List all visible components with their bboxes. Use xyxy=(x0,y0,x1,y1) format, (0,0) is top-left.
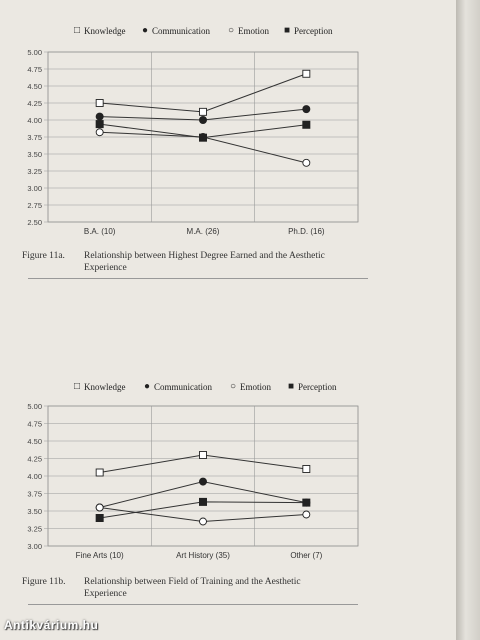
filled-circle-icon: ● xyxy=(144,381,151,392)
legend-label: Perception xyxy=(294,26,333,36)
x-tick-label: Art History (35) xyxy=(176,551,230,560)
x-tick-label: Ph.D. (16) xyxy=(288,227,325,236)
x-tick-label: Fine Arts (10) xyxy=(76,551,124,560)
y-tick-label: 3.75 xyxy=(27,490,42,499)
series-line-knowledge xyxy=(99,73,307,113)
y-tick-label: 3.25 xyxy=(27,167,42,176)
y-tick-label: 4.00 xyxy=(27,116,42,125)
legend-figure-11b: □ Knowledge ● Communication ○ Emotion ■ … xyxy=(74,382,374,394)
data-point-knowledge xyxy=(95,99,104,107)
y-tick-label: 5.00 xyxy=(27,48,42,57)
open-circle-icon: ○ xyxy=(230,381,237,392)
y-tick-label: 3.50 xyxy=(27,507,42,516)
watermark-text: Antikvárium.hu xyxy=(4,618,99,632)
y-tick-label: 4.00 xyxy=(27,472,42,481)
y-tick-label: 4.25 xyxy=(27,455,42,464)
data-point-communication xyxy=(302,105,311,114)
data-point-communication xyxy=(95,112,104,121)
legend-label: Perception xyxy=(298,382,337,392)
filled-circle-icon: ● xyxy=(142,25,149,36)
data-point-emotion xyxy=(95,128,104,137)
legend-item-emotion: ○ Emotion xyxy=(230,381,272,393)
legend-item-communication: ● Communication xyxy=(142,25,211,37)
data-point-perception xyxy=(95,120,104,129)
x-tick-label: M.A. (26) xyxy=(187,227,220,236)
book-page: □ Knowledge ● Communication ○ Emotion ■ … xyxy=(0,0,456,640)
legend-label: Emotion xyxy=(238,26,270,36)
data-point-perception xyxy=(199,497,207,506)
y-tick-label: 4.50 xyxy=(27,437,42,446)
data-point-perception xyxy=(302,498,311,507)
data-point-perception xyxy=(302,120,311,129)
line-chart-degree: 2.50 2.75 3.00 3.25 3.50 3.75 4.00 4.25 4.50 4.75… xyxy=(27,48,359,236)
data-point-knowledge xyxy=(199,107,207,116)
legend-label: Communication xyxy=(152,26,211,36)
legend-item-perception: ■ Perception xyxy=(284,25,333,37)
data-point-emotion xyxy=(302,158,311,167)
legend-item-knowledge: □ Knowledge xyxy=(74,25,126,37)
y-tick-label: 4.75 xyxy=(27,420,42,429)
caption-rule xyxy=(28,604,358,605)
legend-label: Knowledge xyxy=(84,26,126,36)
caption-text-continued: Experience xyxy=(84,263,127,273)
line-chart-field: 3.00 3.25 3.50 3.75 4.00 4.25 4.50 4.75 5.00 Fine… xyxy=(27,402,359,560)
caption-rule xyxy=(28,278,368,279)
filled-square-icon: ■ xyxy=(288,381,295,392)
legend-label: Emotion xyxy=(240,382,272,392)
caption-text: Relationship between Highest Degree Earn… xyxy=(84,251,325,261)
caption-text-continued: Experience xyxy=(84,589,127,599)
data-point-emotion xyxy=(302,510,311,519)
legend-label: Knowledge xyxy=(84,382,126,392)
x-tick-label: B.A. (10) xyxy=(84,227,116,236)
caption-label: Figure 11a. xyxy=(22,251,65,261)
open-square-icon: □ xyxy=(74,25,81,36)
data-point-knowledge xyxy=(302,465,311,473)
data-point-emotion xyxy=(95,503,104,512)
data-point-perception xyxy=(95,514,104,522)
page-edge xyxy=(456,0,480,640)
filled-square-icon: ■ xyxy=(284,25,291,36)
caption-figure-11b: Figure 11b. Relationship between Field of… xyxy=(22,576,402,600)
y-tick-label: 4.50 xyxy=(27,82,42,91)
caption-figure-11a: Figure 11a. Relationship between Highest … xyxy=(22,250,402,274)
y-tick-label: 4.25 xyxy=(27,99,42,108)
data-point-knowledge xyxy=(95,468,104,477)
y-tick-label: 5.00 xyxy=(27,402,42,411)
data-point-communication xyxy=(199,477,207,486)
legend-label: Communication xyxy=(154,382,213,392)
open-square-icon: □ xyxy=(74,381,81,392)
caption-text: Relationship between Field of Training a… xyxy=(84,577,301,587)
legend-item-communication: ● Communication xyxy=(144,381,213,393)
y-tick-label: 2.75 xyxy=(27,201,42,210)
data-point-knowledge xyxy=(302,69,311,78)
legend-item-emotion: ○ Emotion xyxy=(228,25,270,37)
y-tick-label: 3.75 xyxy=(27,133,42,142)
y-tick-label: 3.50 xyxy=(27,150,42,159)
y-tick-label: 3.25 xyxy=(27,525,42,534)
y-tick-label: 2.50 xyxy=(27,218,42,227)
caption-label: Figure 11b. xyxy=(22,577,66,587)
data-point-emotion xyxy=(199,517,207,526)
y-tick-label: 3.00 xyxy=(27,542,42,551)
data-point-perception xyxy=(199,133,207,142)
x-tick-label: Other (7) xyxy=(290,551,322,560)
data-point-communication xyxy=(199,116,207,124)
data-point-knowledge xyxy=(199,451,207,459)
legend-figure-11a: □ Knowledge ● Communication ○ Emotion ■ … xyxy=(74,26,374,38)
legend-item-knowledge: □ Knowledge xyxy=(74,381,126,393)
legend-item-perception: ■ Perception xyxy=(288,381,337,393)
y-tick-label: 3.00 xyxy=(27,184,42,193)
y-tick-label: 4.75 xyxy=(27,65,42,74)
open-circle-icon: ○ xyxy=(228,25,235,36)
